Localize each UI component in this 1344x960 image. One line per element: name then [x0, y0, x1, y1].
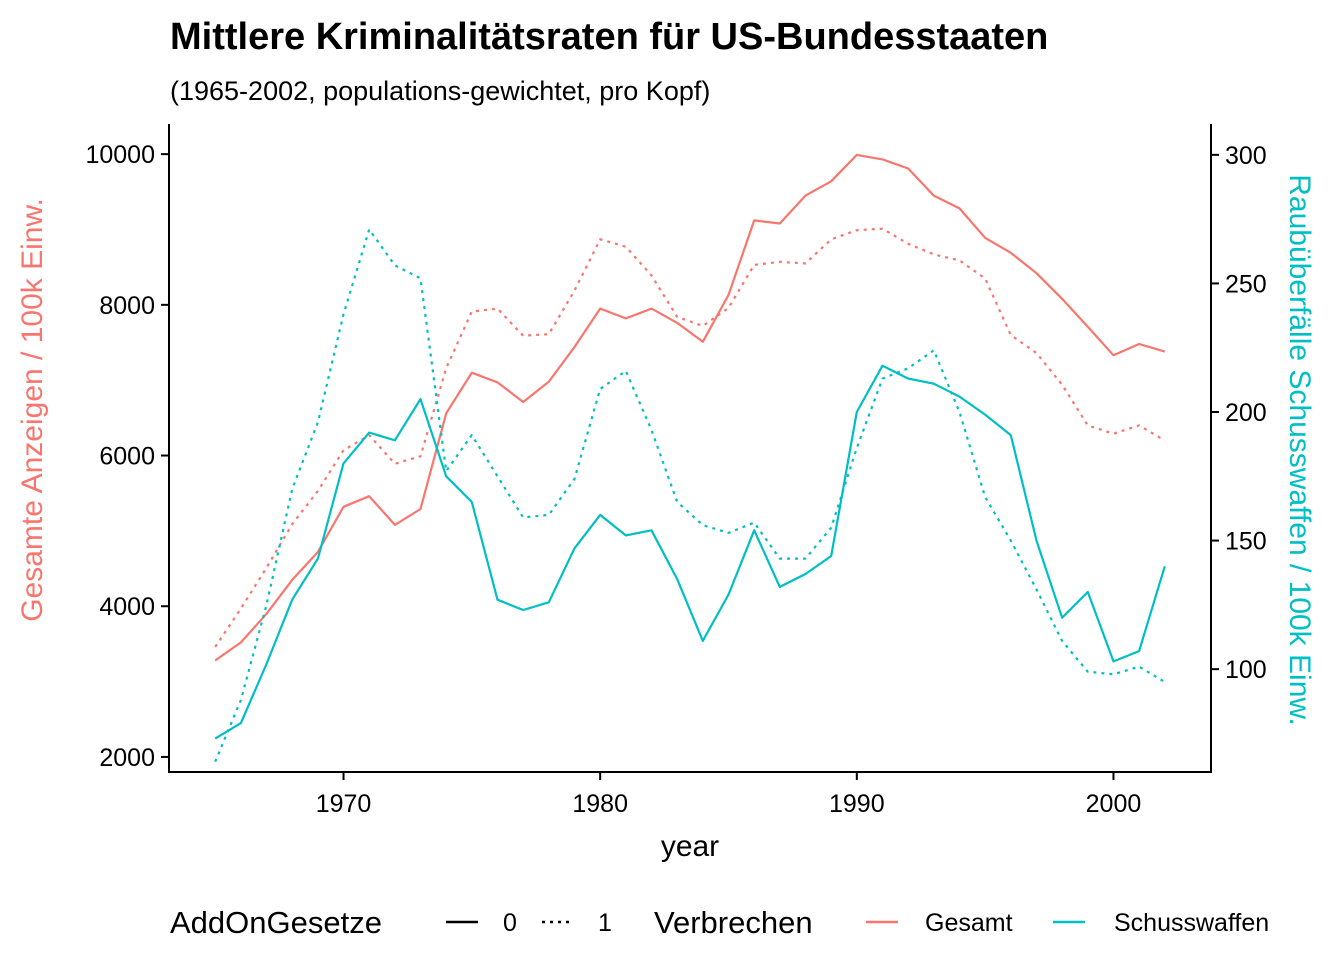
y-right-tick-label: 100 — [1225, 656, 1267, 684]
chart-subtitle: (1965-2002, populations-gewichtet, pro K… — [170, 76, 710, 106]
chart-title: Mittlere Kriminalitätsraten für US-Bunde… — [170, 16, 1048, 58]
legend-label-1: 1 — [598, 909, 612, 937]
y-left-tick-label: 6000 — [99, 443, 155, 471]
axes — [168, 124, 1212, 773]
legend-title-verbrechen: Verbrechen — [654, 905, 813, 940]
y-right-tick-label: 200 — [1225, 399, 1267, 427]
y-left-tick-label: 8000 — [99, 292, 155, 320]
series-line-gesamt-1 — [214, 227, 1166, 648]
y-right-tick-label: 250 — [1225, 270, 1267, 298]
legend: AddOnGesetze 0 1 Verbrechen Gesamt Schus… — [170, 905, 1269, 940]
y-left-tick-label: 10000 — [85, 141, 155, 169]
y-left-tick-label: 2000 — [99, 744, 155, 772]
x-tick-label: 1990 — [829, 790, 885, 818]
x-tick-label: 2000 — [1086, 790, 1142, 818]
y-right-tick-label: 300 — [1225, 142, 1267, 170]
y-axis-right-title: Raubüberfälle Schusswaffen / 100k Einw. — [1283, 174, 1316, 725]
series-line-schusswaffen-1 — [214, 228, 1166, 763]
series-line-schusswaffen-0 — [214, 364, 1166, 740]
x-axis-title: year — [661, 830, 719, 863]
ticks: 1970 1980 1990 2000 2000 4000 6000 8000 10000 100… — [85, 141, 1266, 818]
legend-label-gesamt: Gesamt — [925, 909, 1013, 937]
y-right-tick-label: 150 — [1225, 528, 1267, 556]
legend-label-0: 0 — [503, 909, 517, 937]
legend-title-addongesetze: AddOnGesetze — [170, 905, 382, 940]
series-line-gesamt-0 — [214, 153, 1166, 662]
x-tick-label: 1970 — [316, 790, 372, 818]
y-left-tick-label: 4000 — [99, 593, 155, 621]
plot-area — [214, 153, 1166, 763]
legend-label-schusswaffen: Schusswaffen — [1114, 909, 1269, 937]
y-axis-left-title: Gesamte Anzeigen / 100k Einw. — [16, 198, 49, 622]
x-tick-label: 1980 — [572, 790, 628, 818]
